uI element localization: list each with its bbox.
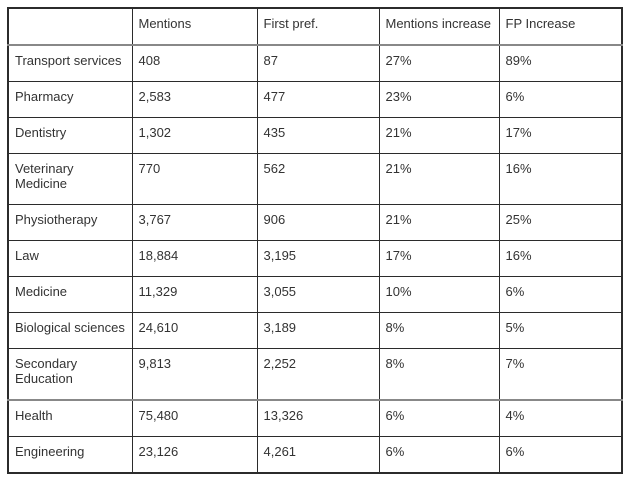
table-row-medicine: Medicine 11,329 3,055 10% 6% — [7, 276, 623, 313]
mentions-value: 3,767 — [131, 204, 258, 241]
first-pref-value: 13,326 — [256, 399, 380, 437]
first-pref-value: 3,195 — [256, 240, 380, 277]
fp-increase-value: 17% — [498, 117, 623, 154]
mentions-increase-value: 10% — [378, 276, 500, 313]
row-label: Law — [7, 240, 133, 277]
mentions-increase-value: 23% — [378, 81, 500, 118]
table-row-law: Law 18,884 3,195 17% 16% — [7, 240, 623, 277]
row-label: Biological sciences — [7, 312, 133, 349]
fp-increase-value: 25% — [498, 204, 623, 241]
subjects-preferences-table: Mentions First pref. Mentions increase F… — [7, 7, 623, 474]
first-pref-value: 4,261 — [256, 436, 380, 474]
fp-increase-value: 89% — [498, 44, 623, 82]
mentions-value: 408 — [131, 44, 258, 82]
mentions-increase-value: 17% — [378, 240, 500, 277]
mentions-value: 18,884 — [131, 240, 258, 277]
table-row-secondary-education: Secondary Education 9,813 2,252 8% 7% — [7, 348, 623, 401]
table-header-row: Mentions First pref. Mentions increase F… — [7, 7, 623, 46]
row-label: Dentistry — [7, 117, 133, 154]
row-label: Transport services — [7, 44, 133, 82]
first-pref-value: 87 — [256, 44, 380, 82]
mentions-increase-value: 21% — [378, 153, 500, 205]
mentions-increase-value: 8% — [378, 312, 500, 349]
fp-increase-value: 6% — [498, 81, 623, 118]
column-header-blank — [7, 7, 133, 46]
first-pref-value: 2,252 — [256, 348, 380, 401]
mentions-value: 770 — [131, 153, 258, 205]
mentions-value: 11,329 — [131, 276, 258, 313]
row-label: Veterinary Medicine — [7, 153, 133, 205]
table-row-transport-services: Transport services 408 87 27% 89% — [7, 44, 623, 82]
mentions-value: 75,480 — [131, 399, 258, 437]
fp-increase-value: 6% — [498, 276, 623, 313]
row-label: Pharmacy — [7, 81, 133, 118]
mentions-value: 23,126 — [131, 436, 258, 474]
mentions-value: 9,813 — [131, 348, 258, 401]
row-label: Secondary Education — [7, 348, 133, 401]
table-row-health: Health 75,480 13,326 6% 4% — [7, 399, 623, 437]
first-pref-value: 562 — [256, 153, 380, 205]
fp-increase-value: 4% — [498, 399, 623, 437]
mentions-increase-value: 6% — [378, 399, 500, 437]
fp-increase-value: 7% — [498, 348, 623, 401]
mentions-value: 24,610 — [131, 312, 258, 349]
mentions-value: 1,302 — [131, 117, 258, 154]
column-header-first-pref: First pref. — [256, 7, 380, 46]
row-label: Health — [7, 399, 133, 437]
fp-increase-value: 16% — [498, 240, 623, 277]
mentions-value: 2,583 — [131, 81, 258, 118]
mentions-increase-value: 21% — [378, 117, 500, 154]
mentions-increase-value: 27% — [378, 44, 500, 82]
mentions-increase-value: 6% — [378, 436, 500, 474]
column-header-mentions: Mentions — [131, 7, 258, 46]
first-pref-value: 3,055 — [256, 276, 380, 313]
table-row-physiotherapy: Physiotherapy 3,767 906 21% 25% — [7, 204, 623, 241]
row-label: Physiotherapy — [7, 204, 133, 241]
table-row-engineering: Engineering 23,126 4,261 6% 6% — [7, 436, 623, 474]
mentions-increase-value: 8% — [378, 348, 500, 401]
table-row-dentistry: Dentistry 1,302 435 21% 17% — [7, 117, 623, 154]
table-row-pharmacy: Pharmacy 2,583 477 23% 6% — [7, 81, 623, 118]
first-pref-value: 906 — [256, 204, 380, 241]
row-label: Medicine — [7, 276, 133, 313]
table-row-veterinary-medicine: Veterinary Medicine 770 562 21% 16% — [7, 153, 623, 205]
mentions-increase-value: 21% — [378, 204, 500, 241]
fp-increase-value: 16% — [498, 153, 623, 205]
column-header-fp-increase: FP Increase — [498, 7, 623, 46]
table-row-biological-sciences: Biological sciences 24,610 3,189 8% 5% — [7, 312, 623, 349]
fp-increase-value: 5% — [498, 312, 623, 349]
first-pref-value: 435 — [256, 117, 380, 154]
fp-increase-value: 6% — [498, 436, 623, 474]
first-pref-value: 477 — [256, 81, 380, 118]
row-label: Engineering — [7, 436, 133, 474]
column-header-mentions-increase: Mentions increase — [378, 7, 500, 46]
first-pref-value: 3,189 — [256, 312, 380, 349]
